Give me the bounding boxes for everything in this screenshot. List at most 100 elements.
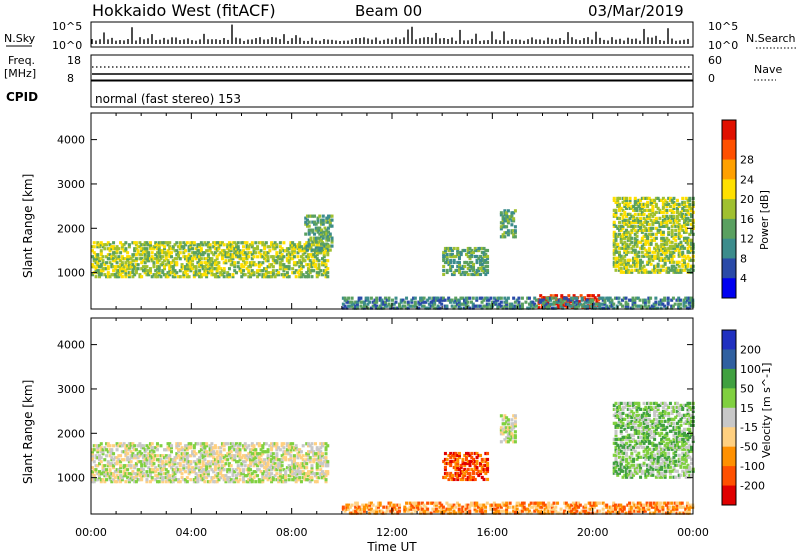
heatmap-cell — [663, 248, 667, 252]
heatmap-cell — [312, 214, 316, 218]
heatmap-cell — [660, 244, 664, 248]
heatmap-cell — [131, 271, 135, 275]
heatmap-cell — [119, 251, 123, 255]
heatmap-cell — [217, 464, 221, 468]
heatmap-cell — [308, 271, 312, 275]
heatmap-cell — [178, 464, 182, 468]
heatmap-cell — [635, 238, 639, 242]
heatmap-cell — [263, 273, 267, 277]
heatmap-cell — [623, 218, 627, 222]
freq-label: Freq. — [8, 54, 35, 67]
heatmap-cell — [129, 472, 133, 476]
heatmap-cell — [626, 268, 630, 272]
heatmap-cell — [203, 269, 207, 273]
heatmap-cell — [573, 300, 577, 304]
heatmap-cell — [282, 267, 286, 271]
heatmap-cell — [264, 464, 268, 468]
heatmap-cell — [445, 461, 449, 466]
heatmap-cell — [503, 426, 507, 430]
heatmap-cell — [635, 244, 639, 248]
heatmap-cell — [686, 220, 690, 224]
heatmap-cell — [127, 472, 131, 476]
heatmap-cell — [468, 475, 472, 480]
heatmap-cell — [454, 304, 458, 308]
heatmap-cell — [626, 250, 630, 254]
heatmap-cell — [639, 463, 643, 467]
heatmap-cell — [252, 273, 256, 277]
heatmap-cell — [292, 261, 296, 265]
heatmap-cell — [642, 441, 646, 445]
heatmap-cell — [192, 253, 196, 257]
heatmap-cell — [213, 452, 217, 456]
heatmap-cell — [263, 458, 267, 462]
heatmap-cell — [628, 421, 632, 425]
heatmap-cell — [447, 477, 451, 482]
heatmap-cell — [615, 306, 619, 310]
heatmap-cell — [120, 267, 124, 271]
heatmap-cell — [231, 241, 235, 245]
heatmap-cell — [619, 445, 623, 449]
heatmap-cell — [592, 302, 596, 306]
heatmap-cell — [658, 208, 662, 212]
heatmap-cell — [625, 218, 629, 222]
heatmap-cell — [667, 232, 671, 236]
heatmap-cell — [115, 269, 119, 273]
heatmap-cell — [127, 275, 131, 279]
heatmap-cell — [324, 452, 328, 456]
heatmap-cell — [152, 462, 156, 466]
heatmap-cell — [263, 245, 267, 249]
heatmap-cell — [510, 302, 514, 306]
heatmap-cell — [140, 466, 144, 470]
heatmap-cell — [373, 302, 377, 306]
heatmap-cell — [644, 447, 648, 451]
heatmap-cell — [612, 234, 616, 238]
heatmap-cell — [196, 253, 200, 257]
heatmap-cell — [642, 264, 646, 268]
heatmap-cell — [140, 460, 144, 464]
heatmap-cell — [282, 265, 286, 269]
heatmap-cell — [486, 463, 490, 468]
heatmap-cell — [682, 220, 686, 224]
heatmap-cell — [199, 249, 203, 253]
heatmap-cell — [520, 306, 524, 310]
heatmap-cell — [670, 216, 674, 220]
heatmap-cell — [633, 196, 637, 201]
heatmap-cell — [168, 241, 172, 245]
heatmap-cell — [187, 468, 191, 472]
heatmap-cell — [632, 214, 636, 218]
heatmap-cell — [512, 414, 516, 418]
heatmap-cell — [317, 452, 321, 456]
heatmap-cell — [378, 304, 382, 308]
heatmap-cell — [559, 302, 563, 306]
heatmap-cell — [298, 448, 302, 452]
heatmap-cell — [91, 472, 94, 476]
heatmap-cell — [138, 468, 142, 472]
heatmap-cell — [322, 263, 326, 267]
heatmap-cell — [285, 257, 289, 261]
heatmap-cell — [486, 467, 490, 472]
heatmap-cell — [208, 466, 212, 470]
heatmap-cell — [326, 271, 330, 275]
heatmap-cell — [373, 298, 377, 302]
heatmap-cell — [96, 448, 100, 452]
heatmap-cell — [184, 249, 188, 253]
heatmap-cell — [623, 264, 627, 268]
heatmap-cell — [217, 247, 221, 251]
heatmap-cell — [650, 304, 654, 308]
heatmap-cell — [310, 275, 314, 279]
heatmap-cell — [289, 245, 293, 249]
heatmap-cell — [616, 425, 620, 429]
heatmap-cell — [321, 242, 325, 246]
heatmap-cell — [168, 458, 172, 462]
heatmap-cell — [517, 304, 521, 308]
heatmap-cell — [477, 469, 481, 474]
heatmap-cell — [456, 477, 460, 482]
heatmap-cell — [651, 449, 655, 453]
heatmap-cell — [449, 258, 453, 263]
heatmap-cell — [561, 306, 565, 310]
heatmap-cell — [113, 476, 117, 480]
heatmap-cell — [115, 462, 119, 466]
heatmap-cell — [647, 222, 651, 226]
heatmap-cell — [238, 448, 242, 452]
heatmap-cell — [672, 206, 676, 210]
